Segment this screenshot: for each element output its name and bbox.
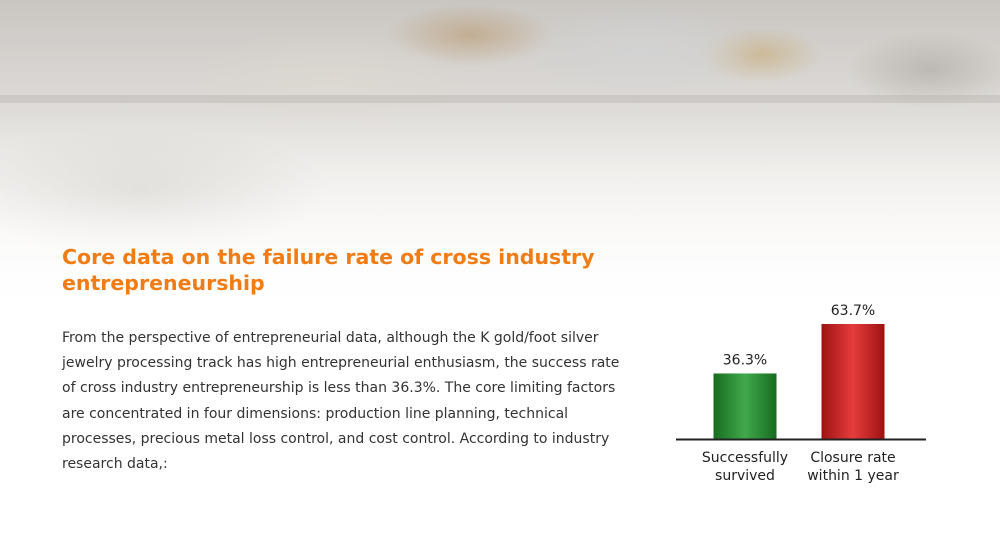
bar-value-label: 63.7% [831,303,875,319]
bar-value-label: 36.3% [723,352,767,368]
bar-chart: 36.3% Successfully survived 63.7% Closure ra… [660,290,950,500]
bar-closure-rate [821,324,885,439]
bar-chart-svg: 36.3% Successfully survived 63.7% Closure ra… [676,303,926,484]
slide-body-text: From the perspective of entrepreneurial … [62,330,620,473]
slide-title: Core data on the failure rate of cross i… [62,245,595,295]
bar-successfully-survived [713,373,777,439]
category-label: Successfully survived [702,450,788,484]
category-label: Closure rate within 1 year [807,450,899,484]
